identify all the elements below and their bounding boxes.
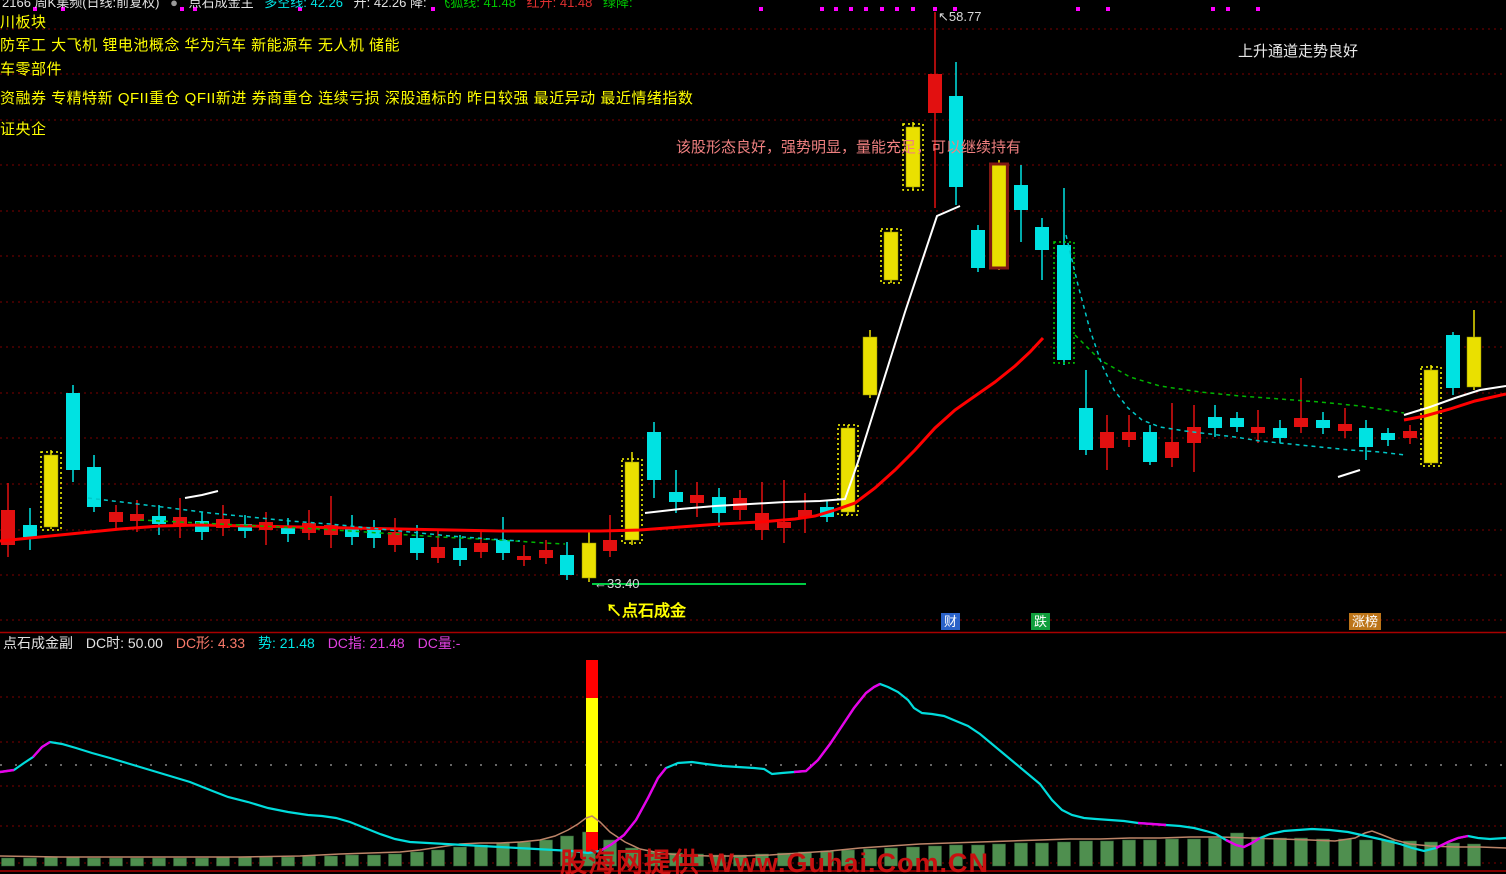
badge-gainers-rank[interactable]: 涨榜 xyxy=(1349,613,1382,631)
dc-shape-value: DC形: 4.33 xyxy=(175,635,246,651)
watermark: 股海网提供 Www.Guhai.Com.CN xyxy=(560,848,989,874)
indicator-dot-icon: ● xyxy=(170,0,178,10)
indicator-name: 点石成金主 xyxy=(188,0,254,10)
subpanel-name: 点石成金副 xyxy=(3,635,73,651)
hongsheng-value: 红升: 41.48 xyxy=(526,0,593,10)
low-price-label: ←33.40 xyxy=(594,576,640,591)
tag-row-central-enterprise[interactable]: 证央企 xyxy=(0,121,47,138)
badge-finance[interactable]: 财 xyxy=(941,613,961,631)
badge-finance-label[interactable]: 财 xyxy=(941,613,961,630)
dc-time-value: DC时: 50.00 xyxy=(85,635,163,651)
lvjiang-label: 绿降: xyxy=(603,0,633,10)
buy-signal-label: ↖点石成金 xyxy=(606,603,687,620)
feihu-value: 飞狐线: 41.48 xyxy=(437,0,516,10)
subpanel-header: 点石成金副 DC时: 50.00 DC形: 4.33 势: 21.48 DC指:… xyxy=(3,635,469,651)
strength-note: 该股形态良好，强势明显，量能充足，可以继续持有 xyxy=(676,139,1022,156)
peak-price-label: ↖58.77 xyxy=(938,9,982,24)
badge-fall[interactable]: 跌 xyxy=(1031,613,1051,631)
title-bar: 2166 周K集频(日线:前复权) ● 点石成金主 多空线: 42.26 升: … xyxy=(2,0,640,9)
tag-row-board[interactable]: 川板块 xyxy=(0,14,47,31)
shi-value: 势: 21.48 xyxy=(257,635,315,651)
duokong-value: 多空线: 42.26 xyxy=(264,0,343,10)
period-label: 2166 周K集频(日线:前复权) xyxy=(2,0,160,10)
tag-row-parts[interactable]: 车零部件 xyxy=(0,61,63,78)
channel-trend-note: 上升通道走势良好 xyxy=(1238,43,1359,60)
tag-row-concepts-2[interactable]: 资融券 专精特新 QFII重仓 QFII新进 券商重仓 连续亏损 深股通标的 昨… xyxy=(0,90,694,107)
dc-index-value: DC指: 21.48 xyxy=(327,635,405,651)
tag-row-concepts-1[interactable]: 防军工 大飞机 锂电池概念 华为汽车 新能源车 无人机 储能 xyxy=(0,37,401,54)
badge-gainers-rank-label[interactable]: 涨榜 xyxy=(1349,613,1382,630)
sheng-jiang-value: 升: 42.26 降: xyxy=(353,0,427,10)
badge-fall-label[interactable]: 跌 xyxy=(1031,613,1051,630)
dc-volume-value: DC量:- xyxy=(417,635,461,651)
